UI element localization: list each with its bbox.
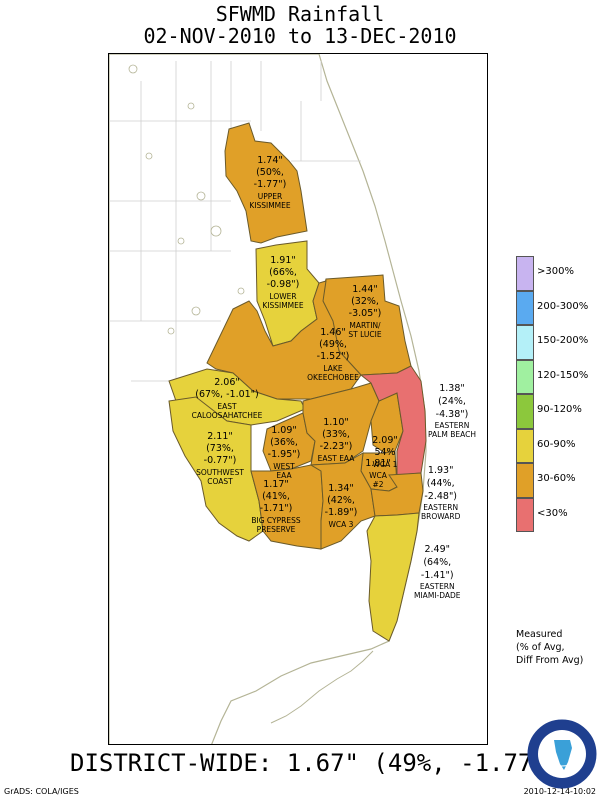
legend-label: 60-90% — [537, 438, 576, 450]
region-value-label: -1.52") — [317, 351, 350, 362]
region-name-label: COAST — [207, 477, 233, 486]
legend-swatch — [516, 290, 534, 325]
region-value-label: 54% — [374, 447, 395, 458]
region-name-label: WCA 1 — [373, 460, 398, 469]
region-value-label: -2.23") — [320, 441, 353, 452]
region-value-label: 1.91" — [270, 255, 296, 266]
region-name-label: WCA 3 — [329, 520, 354, 529]
region-value-label: 2.09" — [372, 435, 398, 446]
region-value-label: -1.89") — [325, 507, 358, 518]
region-value-label: 1.10" — [323, 417, 349, 428]
region-name-label: UPPER — [258, 192, 283, 201]
region-value-label: -1.71") — [260, 503, 293, 514]
region-value-label: (32%, — [351, 296, 379, 307]
region-value-label: (73%, — [206, 443, 234, 454]
region-wca-3[interactable] — [309, 452, 376, 550]
region-east-eaa[interactable] — [302, 382, 380, 466]
region-value-label: (42%, — [327, 495, 355, 506]
region-value-label: 1.74" — [257, 155, 283, 166]
legend-swatch — [516, 394, 534, 429]
sfwmd-seal-logo — [527, 719, 597, 789]
legend-label: <30% — [537, 507, 568, 519]
region-name-label: BIG CYPRESS — [251, 516, 300, 525]
label-eastern-broward: 1.93" (44%, -2.48") EASTERN BROWARD — [421, 465, 461, 521]
region-name-label: KISSIMMEE — [249, 201, 291, 210]
legend-swatch — [516, 325, 534, 360]
legend-label: 30-60% — [537, 473, 576, 484]
region-value-label: (33%, — [322, 429, 350, 440]
region-name-label: MARTIN/ — [349, 321, 381, 330]
region-value-label: (50%, — [256, 167, 284, 178]
legend-swatch — [516, 463, 534, 498]
region-value-label: (41%, — [262, 491, 290, 502]
region-name-label: #2 — [372, 480, 383, 489]
region-name-label: ST LUCIE — [348, 330, 381, 339]
region-name-label: EAST EAA — [318, 454, 356, 463]
region-name-label: WCA — [369, 471, 388, 480]
region-value-label: 1.44" — [352, 284, 378, 295]
region-name-label: WEST — [273, 462, 295, 471]
map-date-range: 02-NOV-2010 to 13-DEC-2010 — [143, 24, 457, 48]
region-value-label: 1.34" — [328, 483, 354, 494]
region-value-label: 1.17" — [263, 479, 289, 490]
label-eastern-palm-beach: 1.38" (24%, -4.38") EASTERN PALM BEACH — [428, 383, 476, 439]
legend-swatch — [516, 428, 534, 463]
region-value-label: (36%, — [270, 437, 298, 448]
legend-label: >300% — [537, 266, 574, 277]
region-name-label: OKEECHOBEE — [307, 373, 359, 382]
legend-swatch — [516, 359, 534, 394]
legend-label: 90-120% — [537, 404, 582, 415]
map-title: SFWMD Rainfall — [215, 2, 385, 26]
county-boundaries — [109, 61, 361, 382]
region-name-label: EAST — [217, 402, 237, 411]
legend-label: 120-150% — [537, 369, 589, 381]
region-value-label: 1.81" — [365, 458, 391, 469]
region-upper-kissimmee[interactable] — [224, 122, 308, 244]
region-labels: 1.74"(50%,-1.77")UPPERKISSIMMEE1.91"(66%… — [192, 155, 398, 534]
region-value-label: -0.98") — [267, 279, 300, 290]
region-name-label: SOUTHWEST — [196, 468, 244, 477]
region-southwest-coast[interactable] — [168, 396, 264, 542]
region-name-label: PRESERVE — [257, 525, 296, 534]
region-name-label: EAA — [276, 471, 292, 480]
region-name-label: CALOOSAHATCHEE — [192, 411, 263, 420]
legend-note: Measured (% of Avg, Diff From Avg) — [516, 629, 584, 666]
region-value-label: -3.05") — [349, 308, 382, 319]
region-value-label: -0.77") — [204, 455, 237, 466]
generated-timestamp: 2010-12-14-10:02 — [523, 787, 596, 796]
florida-keys — [270, 650, 374, 724]
florida-map: 1.74"(50%,-1.77")UPPERKISSIMMEE1.91"(66%… — [109, 54, 427, 744]
region-value-label: 2.06" — [214, 377, 240, 388]
region-value-label: -1.77") — [254, 179, 287, 190]
lakes — [128, 64, 245, 335]
legend-swatch — [516, 497, 534, 532]
region-value-label: -1.95") — [268, 449, 301, 460]
region-name-label: LAKE — [323, 364, 342, 373]
region-name-label: LOWER — [269, 292, 296, 301]
grads-credit: GrADS: COLA/IGES — [4, 787, 79, 796]
region-value-label: 1.46" — [320, 327, 346, 338]
region-value-label: 1.09" — [271, 425, 297, 436]
region-value-label: (67%, -1.01") — [195, 389, 259, 400]
legend-label: 150-200% — [537, 335, 589, 346]
legend-swatch — [516, 256, 534, 291]
label-eastern-miami-dade: 2.49" (64%, -1.41") EASTERN MIAMI-DADE — [414, 544, 461, 600]
legend-label: 200-300% — [537, 300, 589, 312]
region-value-label: 2.11" — [207, 431, 233, 442]
region-value-label: (66%, — [269, 267, 297, 278]
region-value-label: (49%, — [319, 339, 347, 350]
map-frame: 1.74" (50%, -1.77") UPPER KISSIMMEE 1.91" (66%… — [108, 53, 488, 745]
region-name-label: KISSIMMEE — [262, 301, 304, 310]
district-wide-summary: DISTRICT-WIDE: 1.67" (49%, -1.77") — [70, 749, 562, 777]
region-eastern-miami-dade[interactable] — [366, 512, 420, 642]
